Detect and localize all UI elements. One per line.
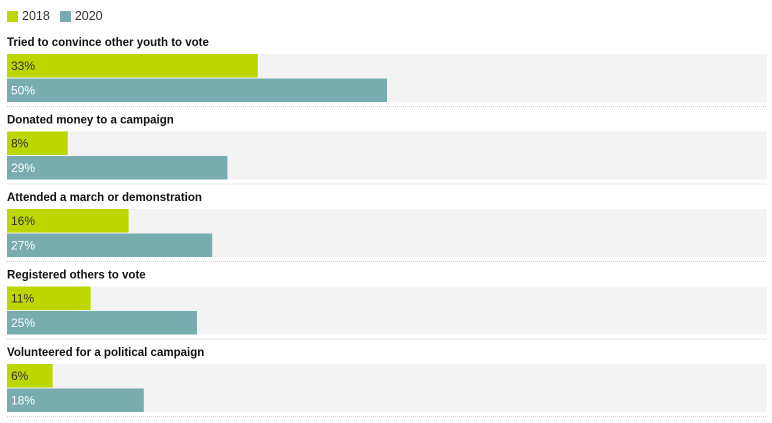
data-label-2018: 6% xyxy=(11,369,29,383)
data-label-2018: 16% xyxy=(11,214,35,228)
data-label-2020: 27% xyxy=(11,238,35,252)
bar-2020 xyxy=(7,156,228,180)
legend: 2018 2020 xyxy=(7,8,113,24)
bar-2018 xyxy=(7,54,258,78)
legend-swatch-2020 xyxy=(59,10,71,22)
category-label: Tried to convince other youth to vote xyxy=(7,37,209,49)
bar-2018 xyxy=(7,286,91,310)
data-label-2020: 29% xyxy=(11,161,35,175)
bar-2020 xyxy=(7,78,387,102)
bar-2018 xyxy=(7,131,68,155)
data-label-2018: 11% xyxy=(11,291,34,305)
data-label-2018: 8% xyxy=(11,136,29,150)
legend-item-2018: 2018 xyxy=(7,9,50,23)
bar-2020 xyxy=(7,388,144,412)
category-label: Registered others to vote xyxy=(7,270,146,282)
data-label-2020: 50% xyxy=(11,83,35,97)
legend-label-2020: 2020 xyxy=(74,9,103,23)
data-label-2018: 33% xyxy=(11,59,35,73)
bar-2018 xyxy=(7,209,129,233)
category-label: Donated money to a campaign xyxy=(7,115,174,127)
data-label-2020: 18% xyxy=(11,393,35,407)
data-label-2020: 25% xyxy=(11,316,35,330)
bar-2018 xyxy=(7,364,53,388)
category-label: Attended a march or demonstration xyxy=(7,192,202,204)
bar-2020 xyxy=(7,311,197,335)
category-label: Volunteered for a political campaign xyxy=(7,347,204,359)
legend-label-2018: 2018 xyxy=(22,9,50,23)
bar-2020 xyxy=(7,233,213,257)
legend-swatch-2018 xyxy=(7,10,18,22)
legend-item-2020: 2020 xyxy=(59,9,103,23)
